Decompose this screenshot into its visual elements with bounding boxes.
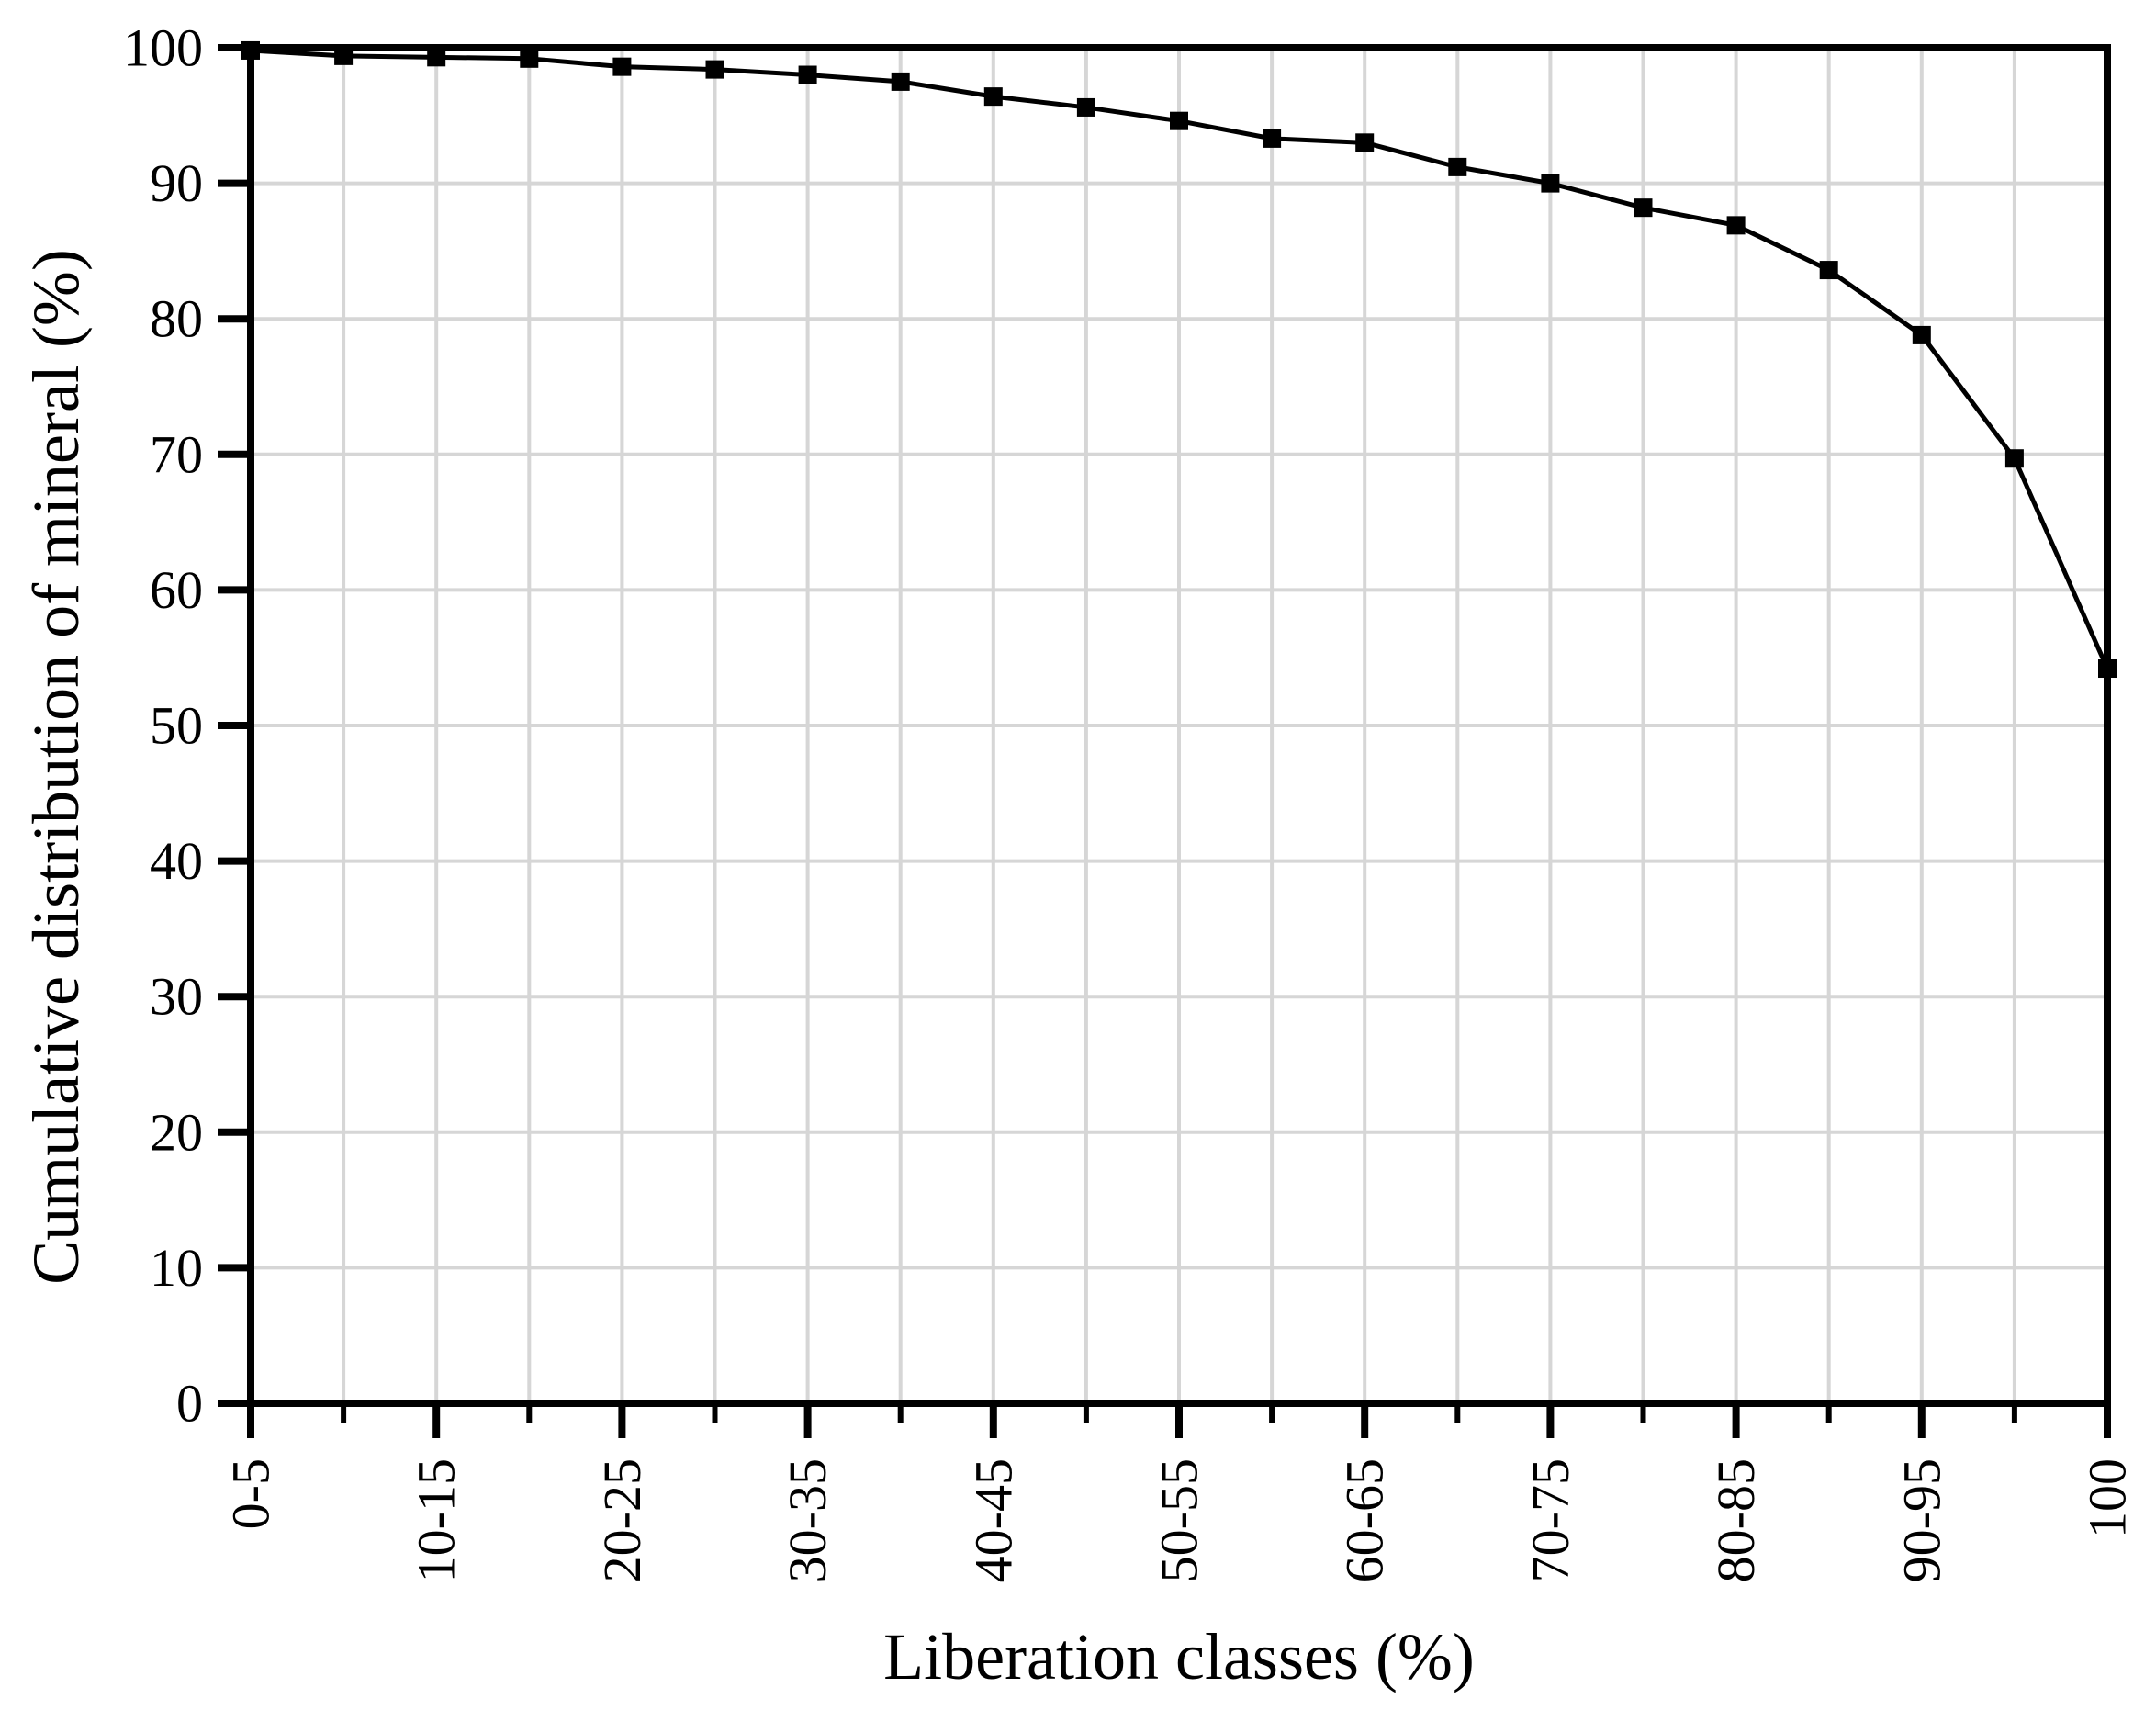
x-tick-label: 80-85 (1706, 1458, 1766, 1582)
x-tick-label: 60-65 (1335, 1458, 1395, 1582)
x-tick-label: 50-55 (1150, 1458, 1209, 1582)
y-tick-label: 100 (123, 18, 203, 78)
y-tick-label: 90 (150, 153, 203, 213)
data-point-marker (1170, 111, 1188, 130)
plot-frame (247, 44, 2111, 1407)
x-tick-label: 90-95 (1892, 1458, 1951, 1582)
y-tick-label: 10 (150, 1238, 203, 1298)
data-point-marker (1634, 198, 1653, 218)
data-point-marker (1076, 97, 1095, 117)
data-point-marker (983, 87, 1003, 107)
y-tick-label: 50 (150, 696, 203, 756)
x-tick-label: 20-25 (592, 1458, 652, 1582)
x-tick-label: 70-75 (1521, 1458, 1580, 1582)
x-axis-title: Liberation classes (%) (883, 1620, 1475, 1693)
data-point-marker (1541, 174, 1560, 193)
data-point-marker (1819, 261, 1838, 280)
y-tick-label: 70 (150, 424, 203, 484)
data-point-marker (705, 60, 724, 79)
x-tick-label: 0-5 (221, 1458, 281, 1529)
y-tick-label: 60 (150, 560, 203, 620)
y-tick-label: 0 (176, 1374, 203, 1434)
y-tick-label: 20 (150, 1102, 203, 1162)
data-point-marker (427, 48, 446, 67)
data-point-marker (798, 65, 817, 84)
tick-labels: 0 10 20 30 40 50 60 70 80 90 100 0-5 10-15 20-25 30-35… (123, 18, 2138, 1583)
x-tick-label: 30-35 (778, 1458, 837, 1582)
data-point-marker (1355, 133, 1375, 152)
data-point-marker (1726, 216, 1746, 235)
y-tick-label: 30 (150, 967, 203, 1027)
axes-frame-and-ticks (218, 44, 2111, 1438)
data-point-marker (1263, 129, 1282, 148)
gridlines (251, 48, 2107, 1403)
data-point-marker (612, 57, 632, 76)
y-tick-label: 40 (150, 831, 203, 891)
y-tick-label: 80 (150, 289, 203, 349)
x-tick-label: 10-15 (407, 1458, 466, 1582)
data-point-marker (1448, 157, 1467, 176)
data-point-marker (891, 72, 910, 91)
data-point-marker (520, 49, 539, 68)
y-axis-title: Cumulative distribution of mineral (%) (19, 249, 93, 1285)
data-point-marker (1912, 325, 1931, 344)
data-series (241, 40, 2117, 679)
x-tick-label: 100 (2078, 1458, 2138, 1538)
x-tick-label: 40-45 (963, 1458, 1023, 1582)
data-point-marker (2004, 449, 2024, 468)
